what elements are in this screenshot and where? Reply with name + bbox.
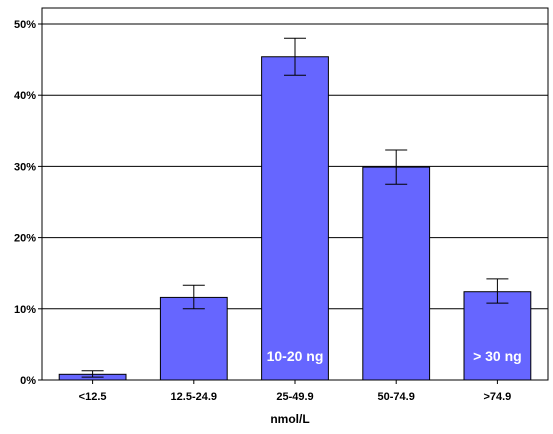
y-tick-label: 30% (14, 161, 36, 173)
bar-annotation: > 30 ng (473, 348, 522, 364)
bar (362, 166, 431, 381)
x-tick-label: 12.5-24.9 (171, 391, 217, 403)
error-bars (81, 37, 509, 378)
bar (159, 296, 228, 381)
x-tick-label: <12.5 (79, 391, 107, 403)
y-tick-label: 20% (14, 233, 36, 245)
x-axis-title: nmol/L (270, 412, 309, 426)
axes: 0% 10% 20% 30% 40% 50% <12.5 12.5-24.9 25-49.9 50… (14, 7, 549, 403)
x-tick-label: 25-49.9 (276, 391, 313, 403)
x-tick-label: >74.9 (483, 391, 511, 403)
bar-annotation: 10-20 ng (267, 348, 324, 364)
x-tick-label: 50-74.9 (378, 391, 415, 403)
y-tick-label: 0% (20, 375, 36, 387)
bars (58, 56, 532, 381)
bar (463, 291, 532, 381)
bar (261, 56, 329, 381)
y-tick-label: 10% (14, 304, 36, 316)
y-tick-label: 50% (14, 19, 36, 31)
y-tick-label: 40% (14, 90, 36, 102)
annotations: 10-20 ng > 30 ng (267, 348, 522, 364)
